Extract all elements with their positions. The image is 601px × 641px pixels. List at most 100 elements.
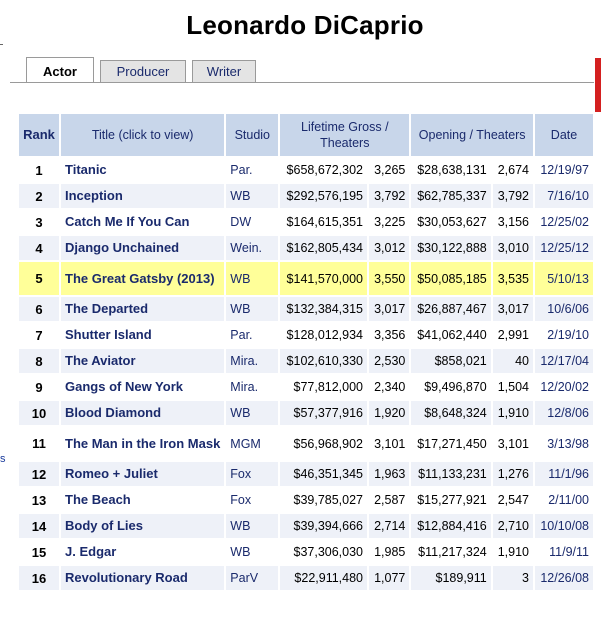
table-row: 3 Catch Me If You Can DW $164,615,351 3,225 $… bbox=[19, 210, 593, 234]
row-title-link[interactable]: Revolutionary Road bbox=[61, 566, 225, 590]
table-row: 13 The Beach Fox $39,785,027 2,587 $15,277,92… bbox=[19, 488, 593, 512]
row-opening-gross: $11,217,324 bbox=[411, 540, 491, 564]
row-studio[interactable]: WB bbox=[226, 540, 279, 564]
row-date[interactable]: 12/26/08 bbox=[535, 566, 593, 590]
row-gross-theaters: 2,714 bbox=[369, 514, 410, 538]
row-rank: 4 bbox=[19, 236, 59, 260]
row-title-link[interactable]: Shutter Island bbox=[61, 323, 225, 347]
row-date[interactable]: 12/25/12 bbox=[535, 236, 593, 260]
row-opening-theaters: 1,504 bbox=[492, 375, 533, 399]
row-date[interactable]: 10/6/06 bbox=[535, 297, 593, 321]
row-date[interactable]: 10/10/08 bbox=[535, 514, 593, 538]
row-date[interactable]: 7/16/10 bbox=[535, 184, 593, 208]
row-studio[interactable]: MGM bbox=[226, 427, 279, 460]
row-title-link[interactable]: The Beach bbox=[61, 488, 225, 512]
row-studio[interactable]: Mira. bbox=[226, 375, 279, 399]
row-lifetime-gross: $102,610,330 bbox=[280, 349, 368, 373]
row-gross-theaters: 3,792 bbox=[369, 184, 410, 208]
row-title-link[interactable]: Titanic bbox=[61, 158, 225, 182]
row-title-link[interactable]: The Great Gatsby (2013) bbox=[61, 262, 225, 295]
row-date[interactable]: 5/10/13 bbox=[535, 262, 593, 295]
row-gross-theaters: 1,077 bbox=[369, 566, 410, 590]
table-row: 4 Django Unchained Wein. $162,805,434 3,012 $… bbox=[19, 236, 593, 260]
row-studio[interactable]: WB bbox=[226, 297, 279, 321]
row-opening-gross: $41,062,440 bbox=[411, 323, 491, 347]
row-title-link[interactable]: The Man in the Iron Mask bbox=[61, 427, 225, 460]
row-date[interactable]: 3/13/98 bbox=[535, 427, 593, 460]
row-date[interactable]: 2/11/00 bbox=[535, 488, 593, 512]
row-lifetime-gross: $56,968,902 bbox=[280, 427, 368, 460]
col-title-header[interactable]: Title (click to view) bbox=[61, 114, 225, 156]
row-lifetime-gross: $22,911,480 bbox=[280, 566, 368, 590]
row-studio[interactable]: WB bbox=[226, 184, 279, 208]
row-date[interactable]: 12/17/04 bbox=[535, 349, 593, 373]
row-date[interactable]: 2/19/10 bbox=[535, 323, 593, 347]
row-studio[interactable]: Wein. bbox=[226, 236, 279, 260]
row-studio[interactable]: Mira. bbox=[226, 349, 279, 373]
table-row: 8 The Aviator Mira. $102,610,330 2,530 $858,0… bbox=[19, 349, 593, 373]
tab-actor[interactable]: Actor bbox=[26, 57, 94, 83]
row-title-link[interactable]: Django Unchained bbox=[61, 236, 225, 260]
row-title-link[interactable]: Romeo + Juliet bbox=[61, 462, 225, 486]
row-title-link[interactable]: The Aviator bbox=[61, 349, 225, 373]
row-date[interactable]: 11/9/11 bbox=[535, 540, 593, 564]
row-title-link[interactable]: Catch Me If You Can bbox=[61, 210, 225, 234]
row-rank: 16 bbox=[19, 566, 59, 590]
row-title-link[interactable]: The Departed bbox=[61, 297, 225, 321]
row-title-link[interactable]: Inception bbox=[61, 184, 225, 208]
row-title-link[interactable]: J. Edgar bbox=[61, 540, 225, 564]
row-rank: 1 bbox=[19, 158, 59, 182]
row-gross-theaters: 1,963 bbox=[369, 462, 410, 486]
tab-writer[interactable]: Writer bbox=[192, 60, 256, 82]
row-opening-gross: $30,122,888 bbox=[411, 236, 491, 260]
row-opening-theaters: 2,674 bbox=[492, 158, 533, 182]
row-gross-theaters: 1,985 bbox=[369, 540, 410, 564]
col-date-header[interactable]: Date bbox=[535, 114, 593, 156]
row-studio[interactable]: WB bbox=[226, 514, 279, 538]
row-date[interactable]: 12/19/97 bbox=[535, 158, 593, 182]
row-date[interactable]: 11/1/96 bbox=[535, 462, 593, 486]
row-opening-theaters: 2,710 bbox=[492, 514, 533, 538]
row-studio[interactable]: DW bbox=[226, 210, 279, 234]
row-rank: 5 bbox=[19, 262, 59, 295]
col-opening-header[interactable]: Opening / Theaters bbox=[411, 114, 533, 156]
row-lifetime-gross: $658,672,302 bbox=[280, 158, 368, 182]
tab-divider bbox=[10, 82, 594, 83]
row-opening-gross: $12,884,416 bbox=[411, 514, 491, 538]
row-opening-gross: $858,021 bbox=[411, 349, 491, 373]
row-rank: 9 bbox=[19, 375, 59, 399]
row-opening-gross: $28,638,131 bbox=[411, 158, 491, 182]
left-edge-tick bbox=[0, 44, 3, 45]
row-lifetime-gross: $164,615,351 bbox=[280, 210, 368, 234]
row-title-link[interactable]: Gangs of New York bbox=[61, 375, 225, 399]
col-gross-header[interactable]: Lifetime Gross / Theaters bbox=[280, 114, 410, 156]
row-title-link[interactable]: Body of Lies bbox=[61, 514, 225, 538]
row-gross-theaters: 3,265 bbox=[369, 158, 410, 182]
row-opening-theaters: 3,535 bbox=[492, 262, 533, 295]
row-studio[interactable]: WB bbox=[226, 262, 279, 295]
row-opening-gross: $50,085,185 bbox=[411, 262, 491, 295]
row-title-link[interactable]: Blood Diamond bbox=[61, 401, 225, 425]
table-row: 9 Gangs of New York Mira. $77,812,000 2,340 $… bbox=[19, 375, 593, 399]
row-gross-theaters: 3,225 bbox=[369, 210, 410, 234]
page-title: Leonardo DiCaprio bbox=[186, 10, 424, 40]
tab-producer[interactable]: Producer bbox=[100, 60, 186, 82]
row-studio[interactable]: WB bbox=[226, 401, 279, 425]
row-studio[interactable]: Par. bbox=[226, 158, 279, 182]
row-opening-theaters: 1,910 bbox=[492, 540, 533, 564]
col-rank-header[interactable]: Rank bbox=[19, 114, 59, 156]
row-opening-theaters: 1,276 bbox=[492, 462, 533, 486]
row-opening-theaters: 3,792 bbox=[492, 184, 533, 208]
row-date[interactable]: 12/8/06 bbox=[535, 401, 593, 425]
row-date[interactable]: 12/20/02 bbox=[535, 375, 593, 399]
row-studio[interactable]: Fox bbox=[226, 462, 279, 486]
row-studio[interactable]: Fox bbox=[226, 488, 279, 512]
row-opening-gross: $9,496,870 bbox=[411, 375, 491, 399]
table-row: 2 Inception WB $292,576,195 3,792 $62,785,337… bbox=[19, 184, 593, 208]
row-studio[interactable]: ParV bbox=[226, 566, 279, 590]
row-rank: 3 bbox=[19, 210, 59, 234]
row-lifetime-gross: $57,377,916 bbox=[280, 401, 368, 425]
col-studio-header[interactable]: Studio bbox=[226, 114, 279, 156]
row-date[interactable]: 12/25/02 bbox=[535, 210, 593, 234]
row-studio[interactable]: Par. bbox=[226, 323, 279, 347]
